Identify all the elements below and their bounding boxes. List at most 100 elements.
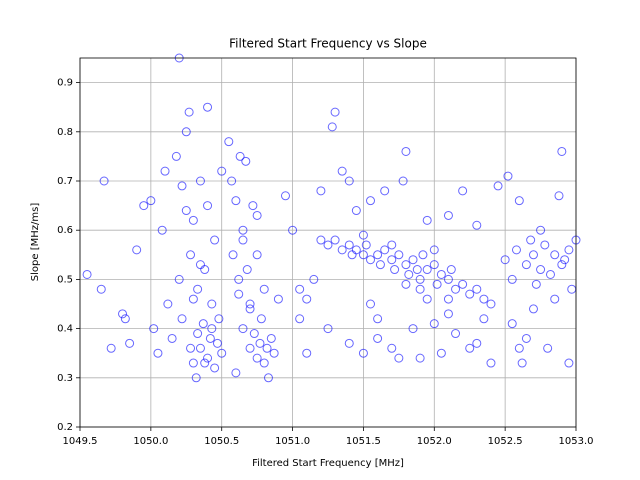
x-tick-label: 1053.0 xyxy=(559,436,594,447)
scatter-point xyxy=(263,373,273,383)
x-tick-label: 1052.0 xyxy=(417,436,452,447)
scatter-point xyxy=(238,225,248,235)
scatter-point xyxy=(550,250,560,260)
y-tick-label: 0.6 xyxy=(57,225,73,236)
y-tick-label: 0.5 xyxy=(57,274,73,285)
scatter-point xyxy=(203,201,213,211)
scatter-point xyxy=(205,333,215,343)
scatter-point xyxy=(517,358,527,368)
scatter-point xyxy=(500,255,510,265)
scatter-point xyxy=(188,294,198,304)
scatter-point xyxy=(238,235,248,245)
scatter-point xyxy=(344,240,354,250)
scatter-point xyxy=(181,206,191,216)
chart-title: Filtered Start Frequency vs Slope xyxy=(229,37,427,51)
scatter-point xyxy=(394,353,404,363)
scatter-point xyxy=(316,235,326,245)
y-tick-label: 0.3 xyxy=(57,373,73,384)
scatter-point xyxy=(373,250,383,260)
scatter-point xyxy=(273,294,283,304)
scatter-point xyxy=(259,284,269,294)
scatter-point xyxy=(200,358,210,368)
scatter-point xyxy=(203,353,213,363)
scatter-point xyxy=(252,210,262,220)
scatter-point xyxy=(245,343,255,353)
scatter-point xyxy=(242,265,252,275)
scatter-point xyxy=(125,338,135,348)
scatter-point xyxy=(217,348,227,358)
scatter-point xyxy=(217,166,227,176)
scatter-point xyxy=(153,348,163,358)
x-tick-label: 1050.5 xyxy=(204,436,239,447)
scatter-point xyxy=(118,309,128,319)
scatter-point xyxy=(160,166,170,176)
scatter-point xyxy=(415,284,425,294)
scatter-point xyxy=(465,343,475,353)
scatter-point xyxy=(146,196,156,206)
scatter-point xyxy=(422,265,432,275)
scatter-point xyxy=(443,274,453,284)
scatter-point xyxy=(412,265,422,275)
scatter-point xyxy=(234,289,244,299)
scatter-point xyxy=(408,324,418,334)
scatter-point xyxy=(361,240,371,250)
scatter-point xyxy=(486,299,496,309)
scatter-point xyxy=(380,186,390,196)
scatter-point xyxy=(458,186,468,196)
scatter-point xyxy=(309,274,319,284)
scatter-point xyxy=(235,151,245,161)
x-tick-label: 1051.0 xyxy=(275,436,310,447)
x-tick-label: 1052.5 xyxy=(488,436,523,447)
scatter-point xyxy=(323,324,333,334)
scatter-point xyxy=(316,186,326,196)
scatter-point xyxy=(248,201,258,211)
scatter-point xyxy=(323,240,333,250)
scatter-point xyxy=(295,314,305,324)
scatter-point xyxy=(280,191,290,201)
scatter-point xyxy=(415,353,425,363)
scatter-point xyxy=(451,329,461,339)
scatter-point xyxy=(472,338,482,348)
scatter-point xyxy=(227,176,237,186)
scatter-point xyxy=(373,314,383,324)
scatter-point xyxy=(507,274,517,284)
scatter-point xyxy=(366,255,376,265)
x-tick-label: 1050.0 xyxy=(133,436,168,447)
scatter-point xyxy=(536,265,546,275)
scatter-point xyxy=(295,284,305,294)
x-tick-label: 1049.5 xyxy=(63,436,98,447)
scatter-point xyxy=(432,279,442,289)
scatter-point xyxy=(241,156,251,166)
scatter-point xyxy=(479,294,489,304)
scatter-point xyxy=(401,279,411,289)
scatter-point xyxy=(465,289,475,299)
scatter-point xyxy=(96,284,106,294)
scatter-point xyxy=(503,171,513,181)
scatter-point xyxy=(564,358,574,368)
scatter-point xyxy=(436,348,446,358)
scatter-point xyxy=(238,324,248,334)
scatter-point xyxy=(198,319,208,329)
scatter-point xyxy=(255,338,265,348)
scatter-point xyxy=(193,329,203,339)
scatter-point xyxy=(358,230,368,240)
scatter-point xyxy=(337,245,347,255)
scatter-point xyxy=(269,348,279,358)
scatter-point xyxy=(486,358,496,368)
scatter-point xyxy=(528,304,538,314)
scatter-point xyxy=(120,314,130,324)
scatter-point xyxy=(443,294,453,304)
scatter-point xyxy=(443,309,453,319)
scatter-point xyxy=(358,250,368,260)
scatter-point xyxy=(451,284,461,294)
scatter-point xyxy=(351,206,361,216)
scatter-point xyxy=(375,260,385,270)
scatter-point xyxy=(554,191,564,201)
y-axis-label: Slope [MHz/ms] xyxy=(30,203,41,282)
scatter-point xyxy=(106,343,116,353)
scatter-point xyxy=(344,338,354,348)
scatter-point xyxy=(212,338,222,348)
scatter-point xyxy=(82,269,92,279)
scatter-point xyxy=(188,358,198,368)
